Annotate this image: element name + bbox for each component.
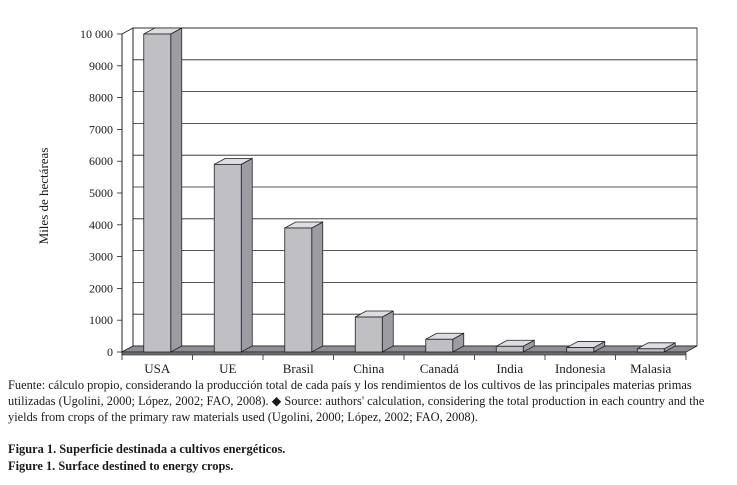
y-tick-label: 5000: [89, 186, 113, 200]
floor-front: [121, 351, 687, 356]
bar-side: [170, 27, 183, 353]
x-tick-label: USA: [144, 361, 171, 376]
y-tick-label: 6000: [89, 154, 113, 168]
bar: [213, 163, 242, 353]
y-tick-label: 9000: [89, 59, 113, 73]
x-tick-label: India: [496, 361, 523, 376]
y-tick-label: 10 000: [80, 27, 113, 41]
y-tick-labels: 0 1000 2000 3000 4000 5000 6000 7000 8000 9000 10 …: [80, 27, 122, 359]
bar: [284, 227, 313, 353]
chart-svg: 0 1000 2000 3000 4000 5000 6000 7000 8000 9000 10 …: [36, 27, 698, 376]
bar-side: [311, 221, 324, 353]
y-tick-label: 1000: [89, 313, 113, 327]
left-wall: [121, 27, 134, 353]
source-english: Source: authors' calculation, considerin…: [8, 394, 705, 424]
floor-top: [121, 345, 698, 353]
bar: [636, 348, 665, 353]
bar: [425, 338, 454, 353]
x-tick-label: China: [353, 361, 384, 376]
y-tick-label: 8000: [89, 91, 113, 105]
bar-side: [381, 310, 394, 353]
plot-floor: [121, 34, 698, 356]
y-tick-label: 2000: [89, 281, 113, 295]
y-tick-label: 4000: [89, 218, 113, 232]
bar-side: [240, 157, 253, 353]
source-spanish: Fuente: cálculo propio, considerando la …: [8, 378, 692, 408]
bars: [143, 27, 676, 353]
plot-walls: [121, 27, 698, 353]
y-tick-label: 0: [107, 345, 113, 359]
x-tick-label: Indonesia: [555, 361, 606, 376]
x-tick-label: Brasil: [283, 361, 314, 376]
x-tick-label: UE: [219, 361, 236, 376]
x-tick-label: Canadá: [420, 361, 459, 376]
y-tick-label: 7000: [89, 122, 113, 136]
x-tick-label: Malasia: [630, 361, 671, 376]
bar: [354, 316, 383, 353]
figure-caption-english: Figure 1. Surface destined to energy cro…: [8, 459, 234, 473]
gridlines: [121, 27, 697, 353]
y-tick-label: 3000: [89, 250, 113, 264]
y-axis-title: Miles de hectáreas: [36, 148, 51, 245]
bar: [495, 345, 524, 353]
figure-caption-spanish: Figura 1. Superficie destinada a cultivo…: [8, 442, 286, 456]
energy-crops-chart: 0 1000 2000 3000 4000 5000 6000 7000 8000 9000 10 …: [36, 27, 698, 376]
source-note: Fuente: cálculo propio, considerando la …: [8, 377, 730, 425]
bar: [566, 347, 595, 353]
x-tick-labels: USA UE Brasil China Canadá India Indonesia Mala…: [121, 355, 687, 376]
source-separator: ◆: [271, 394, 282, 408]
bar: [143, 33, 172, 353]
